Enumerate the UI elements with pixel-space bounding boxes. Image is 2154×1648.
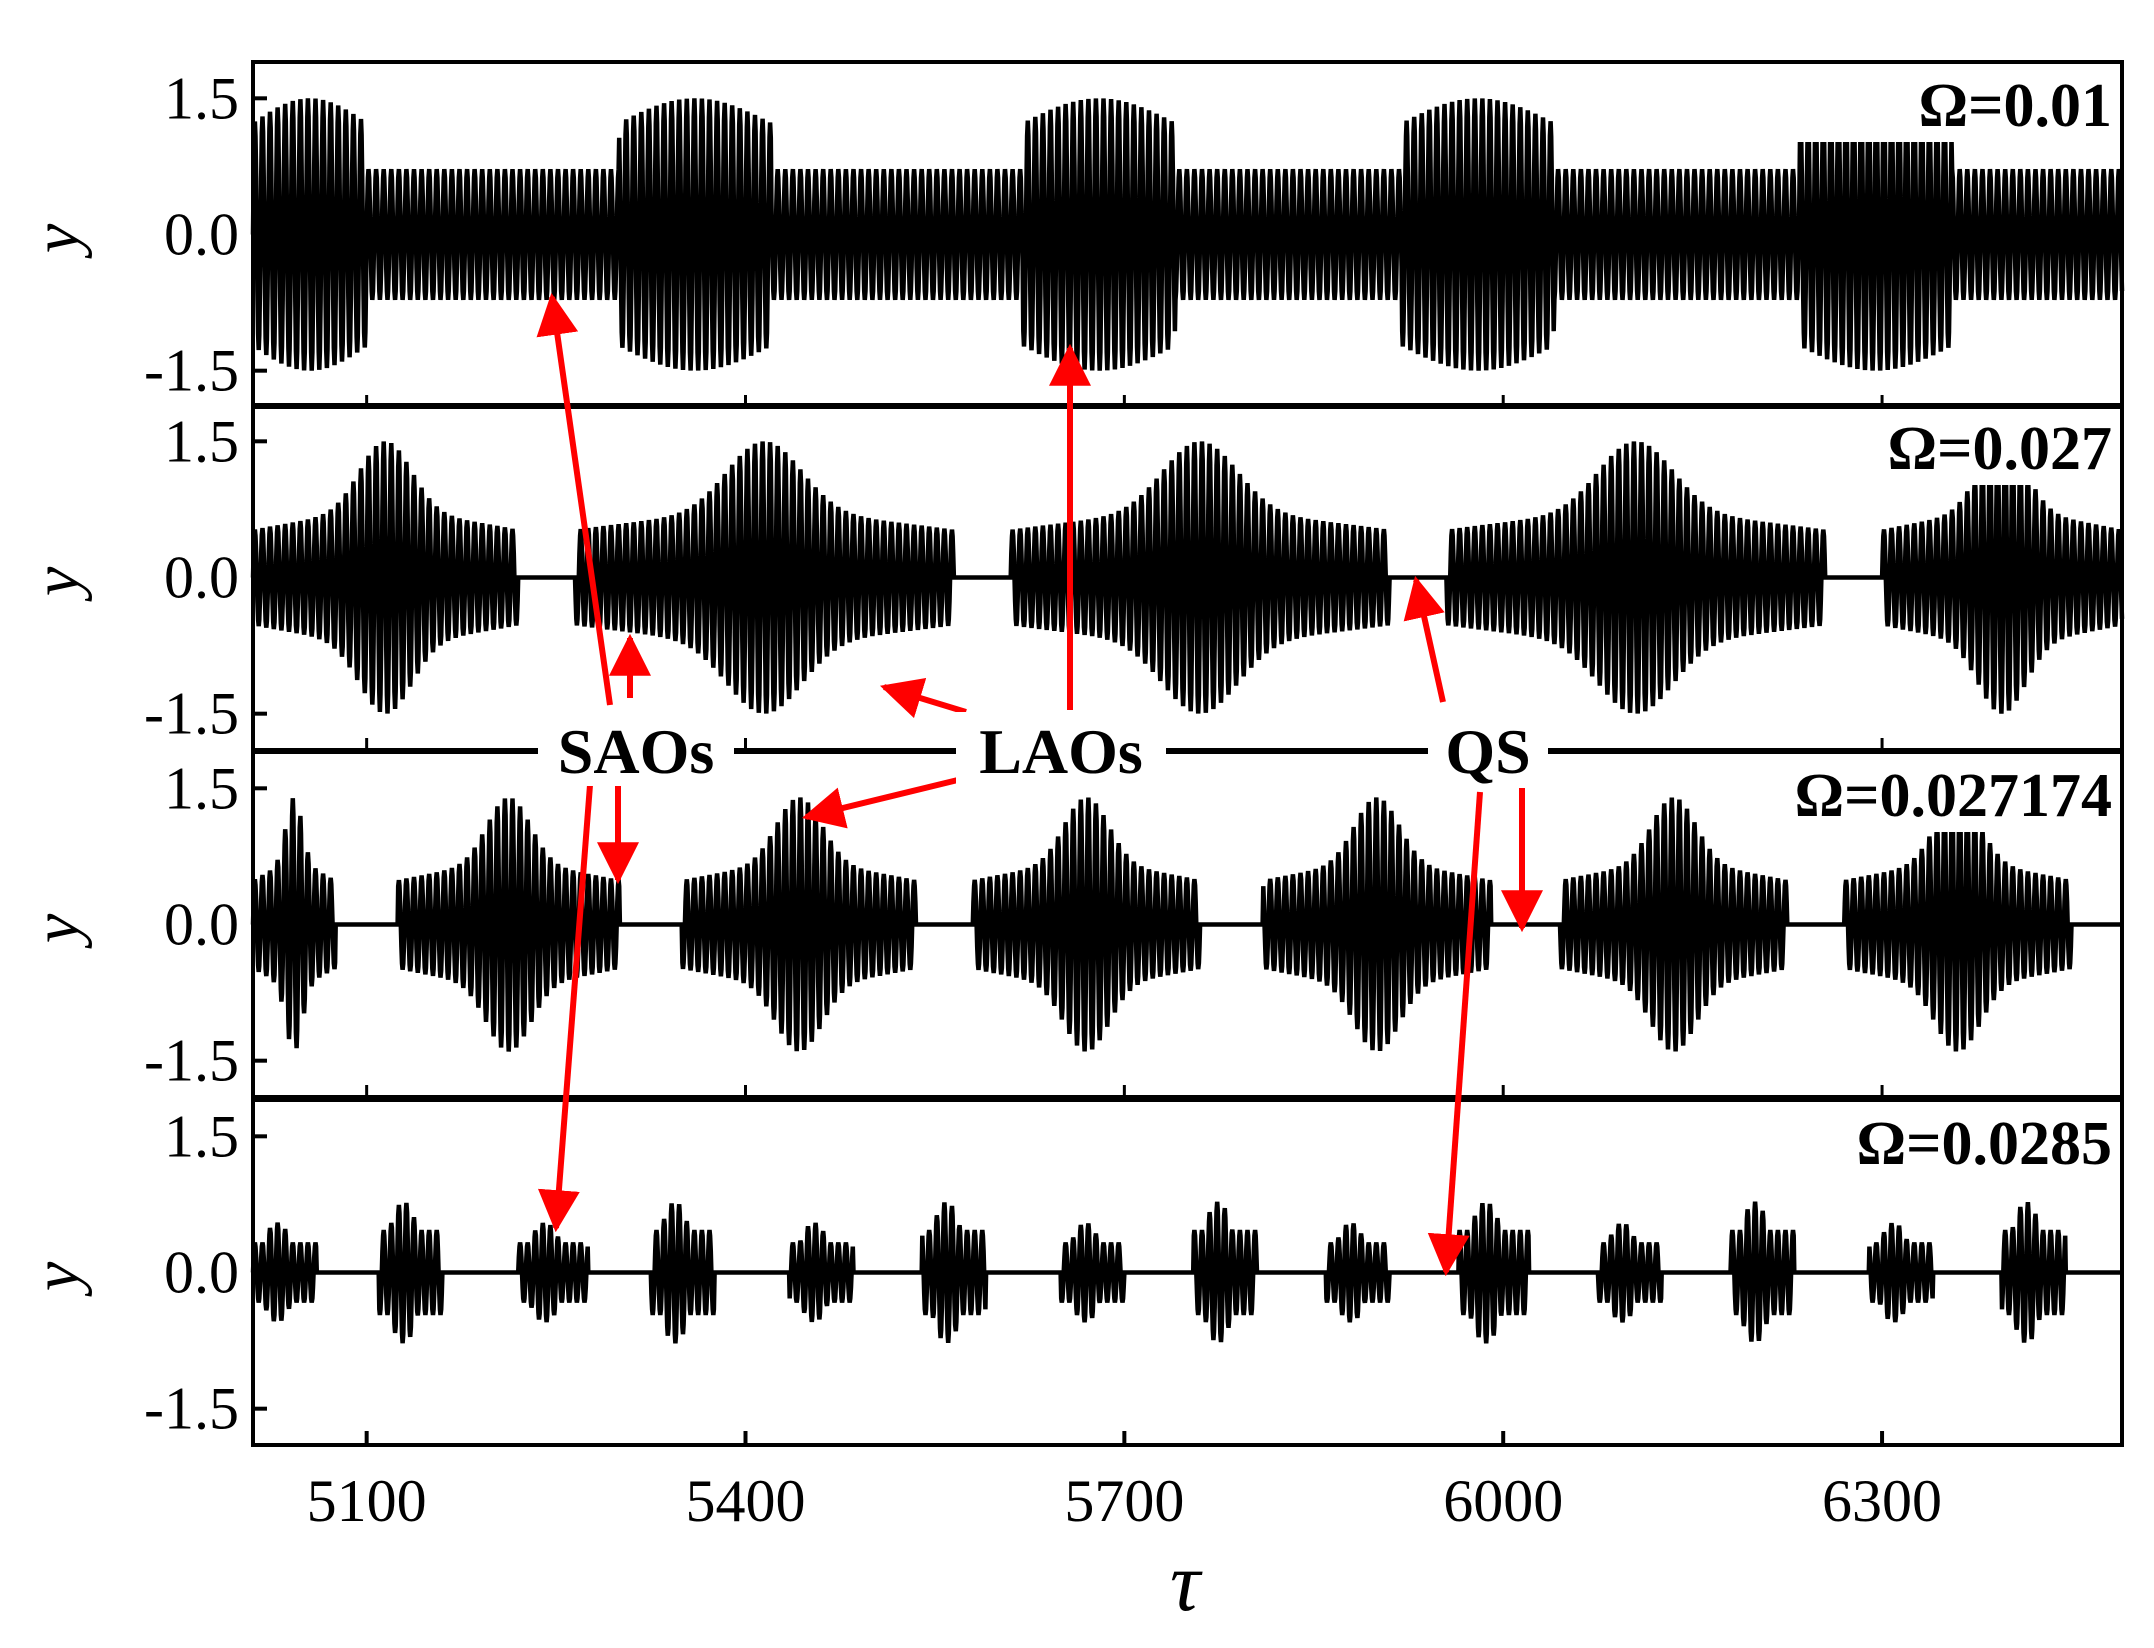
laos-label: LAOs [979, 716, 1143, 787]
y-tick-label: 0.0 [164, 545, 239, 611]
signal-line [250, 98, 2125, 371]
annotations: SAOs LAOs QS [536, 292, 1548, 1277]
x-axis: 5100 5400 5700 6000 6300 [307, 395, 1942, 1534]
x-axis-label: τ [1170, 1536, 1203, 1629]
y-tick-label: 0.0 [164, 202, 239, 268]
laos-label-bg [956, 712, 1166, 786]
qs-label: QS [1445, 716, 1530, 787]
saos-label: SAOs [558, 716, 715, 787]
y-axis-label: y [20, 566, 93, 602]
panel-2: 1.5 0.0 -1.5 y Ω=0.027 [20, 403, 2125, 752]
y-tick-label: -1.5 [144, 681, 239, 747]
y-tick-label: 1.5 [164, 1103, 239, 1169]
laos-arrow-panel2 [879, 677, 967, 719]
x-tick-label: 6000 [1443, 1468, 1563, 1534]
y-tick-label: -1.5 [144, 1376, 239, 1442]
y-tick-label: 0.0 [164, 892, 239, 958]
qs-arrow-panel2 [1403, 575, 1446, 703]
panel-label: Ω=0.0285 [1857, 1110, 2112, 1178]
y-tick-label: 1.5 [164, 65, 239, 131]
qs-arrow-panel4 [1427, 791, 1483, 1277]
saos-arrow-panel1 [536, 292, 613, 706]
y-tick-label: 1.5 [164, 755, 239, 821]
panel-3: 1.5 0.0 -1.5 y Ω=0.027174 [20, 750, 2124, 1099]
panel-label-bg [1792, 68, 2116, 142]
x-tick-label: 5700 [1064, 1468, 1184, 1534]
saos-arrow-panel4 [537, 784, 593, 1233]
x-tick-label: 6300 [1822, 1468, 1942, 1534]
signal-line [250, 797, 2122, 1052]
panel-1: 1.5 0.0 -1.5 y Ω=0.01 [20, 60, 2125, 409]
y-axis-label: y [20, 1261, 93, 1297]
panel-label: Ω=0.027174 [1795, 762, 2112, 830]
y-tick-label: 1.5 [164, 408, 239, 474]
y-tick-label: -1.5 [144, 1028, 239, 1094]
y-tick-label: -1.5 [144, 338, 239, 404]
panel-label-bg [1792, 1106, 2116, 1180]
saos-label-bg [538, 712, 734, 786]
x-tick-label: 5100 [307, 1468, 427, 1534]
panel-label: Ω=0.027 [1888, 415, 2112, 483]
y-tick-label: 0.0 [164, 1240, 239, 1306]
y-axis-label: y [20, 913, 93, 949]
signal-line [250, 1201, 2122, 1344]
y-axis-label: y [20, 223, 93, 259]
qs-label-bg [1428, 712, 1548, 786]
panel-label-bg [1792, 411, 2116, 485]
signal-line [250, 441, 2125, 714]
panel-label: Ω=0.01 [1919, 72, 2112, 140]
panel-label-bg [1792, 758, 2116, 832]
panels: 1.5 0.0 -1.5 y Ω=0.01 1.5 0.0 -1.5 y Ω=0.027 1.5 0.… [20, 60, 2125, 1447]
x-tick-label: 5400 [686, 1468, 806, 1534]
laos-arrow-panel3 [801, 775, 967, 829]
panel-4: 1.5 0.0 -1.5 y Ω=0.0285 [20, 1098, 2124, 1447]
